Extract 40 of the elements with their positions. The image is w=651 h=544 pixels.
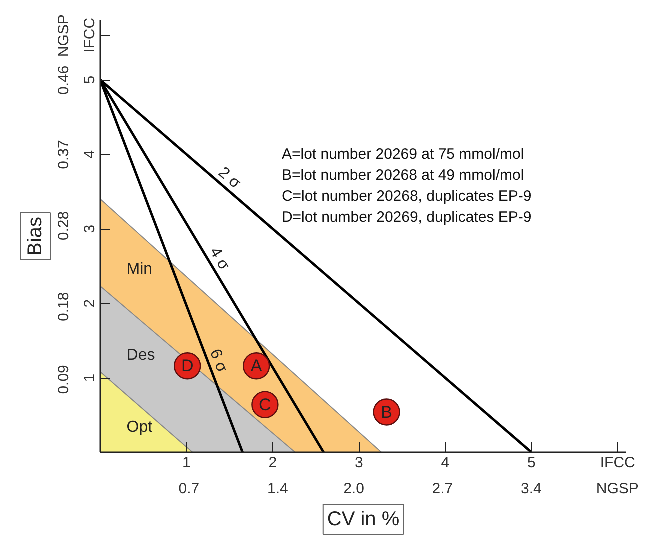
series-label: Des bbox=[126, 347, 156, 364]
x-tick-label: IFCC bbox=[600, 454, 636, 472]
annotation: 2 σ bbox=[215, 164, 244, 192]
x2-tick-label: 2.7 bbox=[432, 480, 454, 498]
y2-tick-label: 0.37 bbox=[56, 140, 72, 170]
y-tick-label: 1 bbox=[82, 374, 98, 382]
y2-tick-label: 0.46 bbox=[56, 66, 72, 95]
annotation: D=lot number 20269, duplicates EP-9 bbox=[282, 208, 532, 226]
y2-axis-title: Bias bbox=[24, 217, 46, 256]
series-label: A bbox=[250, 356, 263, 376]
y2-tick-label: 0.28 bbox=[56, 211, 72, 241]
annotation: B=lot number 20268 at 49 mmol/mol bbox=[282, 166, 524, 184]
x2-tick-label: NGSP bbox=[596, 480, 639, 498]
y-tick-label: 3 bbox=[82, 224, 98, 234]
y2-tick-label: 0.09 bbox=[56, 365, 72, 394]
x-tick-label: 1 bbox=[182, 454, 191, 472]
annotation: A=lot number 20269 at 75 mmol/mol bbox=[282, 146, 524, 163]
x-tick-label: 4 bbox=[441, 454, 450, 472]
y-tick-label: 5 bbox=[82, 76, 98, 84]
series-label: D bbox=[181, 356, 194, 376]
annotation: 6 σ bbox=[206, 347, 231, 376]
x2-tick-label: 2.0 bbox=[344, 480, 364, 498]
x-tick-label: 2 bbox=[268, 454, 278, 472]
annotation: C=lot number 20268, duplicates EP-9 bbox=[282, 188, 532, 205]
annotation: 4 σ bbox=[206, 244, 233, 274]
series-label: B bbox=[381, 402, 392, 422]
y2-tick-label: NGSP bbox=[56, 14, 72, 58]
x2-tick-label: 3.4 bbox=[521, 480, 542, 498]
x-tick-label: 3 bbox=[355, 454, 364, 472]
series-label: Min bbox=[126, 261, 153, 278]
y-tick-label: IFCC bbox=[82, 18, 98, 53]
series-label: C bbox=[259, 395, 272, 414]
x-tick-label: 5 bbox=[527, 454, 536, 472]
y-tick-label: 4 bbox=[82, 150, 98, 159]
y2-tick-label: 0.18 bbox=[56, 292, 72, 322]
x-axis-title: CV in % bbox=[327, 508, 400, 530]
x2-tick-label: 0.7 bbox=[178, 480, 200, 498]
series-label: Opt bbox=[126, 418, 154, 436]
y-tick-label: 2 bbox=[82, 299, 98, 308]
x2-tick-label: 1.4 bbox=[268, 480, 288, 498]
